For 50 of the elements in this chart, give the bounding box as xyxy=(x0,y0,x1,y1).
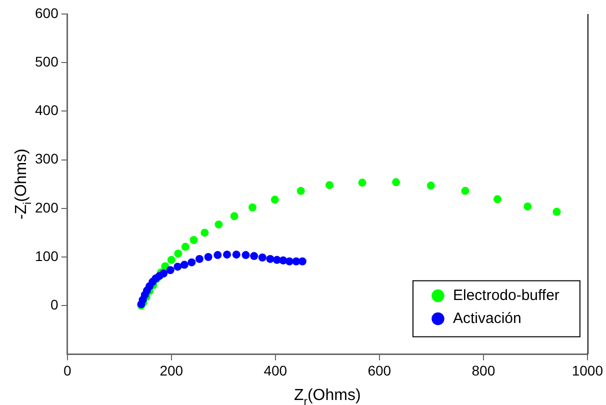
y-tick-label: 500 xyxy=(35,53,59,70)
point xyxy=(223,250,232,259)
point xyxy=(232,250,240,259)
point xyxy=(358,178,366,187)
point xyxy=(174,250,182,258)
legend-label: Activación xyxy=(452,310,522,327)
point xyxy=(426,182,435,190)
x-tick-label: 400 xyxy=(264,362,288,378)
point xyxy=(160,270,168,278)
y-tick-label: 100 xyxy=(35,248,59,264)
point xyxy=(190,236,198,244)
point xyxy=(214,251,222,260)
point xyxy=(258,253,266,262)
point xyxy=(461,186,470,195)
point xyxy=(552,208,561,216)
point xyxy=(285,257,294,266)
y-tick-label: 400 xyxy=(35,102,59,118)
point xyxy=(242,251,250,260)
point xyxy=(188,258,196,266)
x-tick-label: 600 xyxy=(368,362,392,378)
point xyxy=(524,202,532,210)
y-tick-label: 0 xyxy=(50,296,59,312)
y-tick-label: 300 xyxy=(35,150,59,167)
y-tick-label: 600 xyxy=(35,4,59,21)
point xyxy=(298,257,306,266)
point xyxy=(266,254,274,263)
point xyxy=(174,262,182,271)
y-axis-title: -Zi(Ohms) xyxy=(13,148,34,220)
point xyxy=(230,212,238,220)
point xyxy=(250,252,258,260)
point xyxy=(270,196,279,204)
x-tick-label: 0 xyxy=(63,362,72,378)
point xyxy=(325,181,334,190)
point xyxy=(248,203,257,212)
point xyxy=(392,178,400,186)
point xyxy=(180,260,188,269)
point xyxy=(166,266,174,274)
x-tick-label: 1000 xyxy=(572,362,604,378)
point xyxy=(296,186,305,195)
point xyxy=(204,253,212,261)
point xyxy=(493,195,502,204)
point xyxy=(195,254,204,263)
point xyxy=(181,242,190,251)
point xyxy=(167,256,176,264)
x-tick-label: 800 xyxy=(472,362,496,378)
point xyxy=(200,228,209,237)
point xyxy=(214,220,223,228)
legend-label: Electrodo-buffer xyxy=(452,286,560,304)
x-tick-label: 200 xyxy=(160,362,184,378)
y-tick-label: 200 xyxy=(35,199,59,216)
